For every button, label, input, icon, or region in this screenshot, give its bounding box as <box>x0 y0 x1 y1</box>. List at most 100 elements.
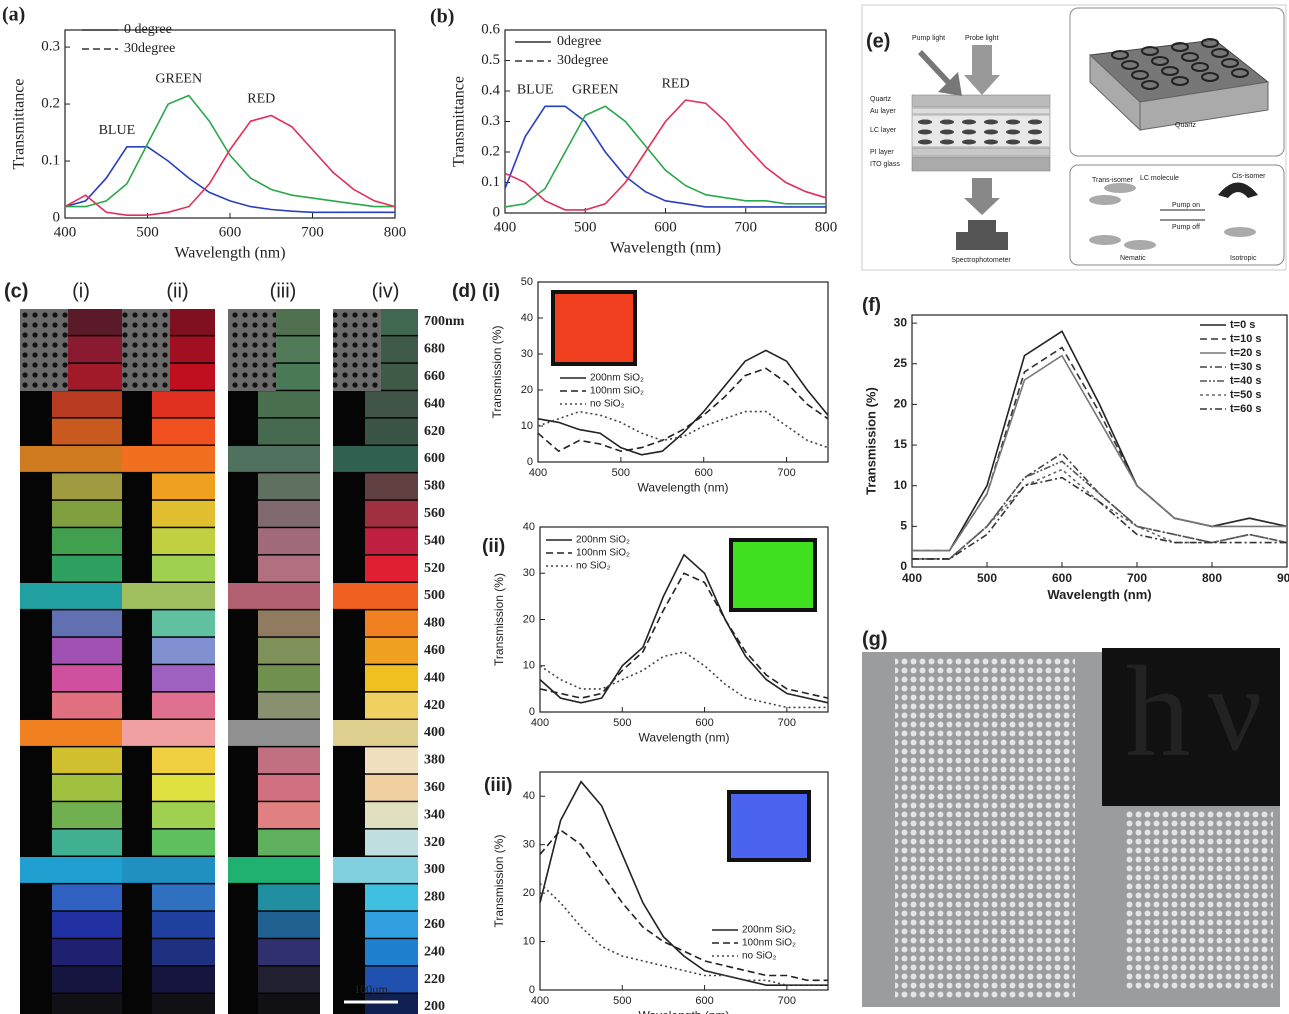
legend-label: t=40 s <box>1230 375 1262 387</box>
nanohole <box>1221 58 1239 68</box>
color-swatch <box>258 555 320 582</box>
lc-molecule <box>1028 139 1042 145</box>
panel-label: (b) <box>430 6 454 28</box>
series-line <box>504 105 826 208</box>
chart-panel: (f) 400 500 600 700 800 900 0 5 10 15 20 25 30 Wavelen… <box>862 295 1289 602</box>
wavelength-label: 700nm <box>424 314 465 329</box>
color-swatch <box>365 802 418 829</box>
chart-panel: (a) 400 500 600 700 800 0 0.1 0.2 0.3 Wavelength (… <box>2 4 406 262</box>
y-tick-label: 0 <box>529 706 535 718</box>
x-tick-label: 400 <box>902 571 922 585</box>
wavelength-label: 220 <box>424 972 445 987</box>
diagram-label: Cis-isomer <box>1232 173 1266 180</box>
x-tick-label: 700 <box>778 995 796 1007</box>
y-tick-label: 0 <box>527 456 533 468</box>
diagram-label: LC layer <box>870 127 897 134</box>
y-tick-label: 5 <box>900 519 907 533</box>
color-swatch <box>365 966 418 993</box>
series-line <box>912 354 1287 552</box>
layer <box>911 114 1051 148</box>
legend-label: 0 degree <box>124 22 172 37</box>
nanohole <box>1151 56 1169 66</box>
series-annotation: BLUE <box>99 123 136 138</box>
legend-label: 30degree <box>557 53 608 68</box>
wavelength-label: 400 <box>424 725 445 740</box>
probe-arrow <box>964 45 1000 95</box>
y-tick-label: 20 <box>523 887 535 899</box>
x-tick-label: 600 <box>654 219 677 235</box>
diagram-label: Trans-isomer <box>1092 177 1134 184</box>
inset-bg <box>1102 648 1280 806</box>
legend-label: t=50 s <box>1230 389 1262 401</box>
lc-molecule <box>940 119 954 125</box>
series-annotation: GREEN <box>155 72 202 87</box>
color-swatch <box>258 500 320 527</box>
y-tick-label: 0.2 <box>41 95 60 111</box>
color-swatch <box>152 555 215 582</box>
wavelength-label: 540 <box>424 533 445 548</box>
nanohole <box>1201 72 1219 82</box>
color-swatch <box>122 857 215 883</box>
lc-molecule <box>918 139 932 145</box>
nanohole <box>1131 70 1149 80</box>
color-swatch <box>365 500 418 527</box>
x-tick-label: 600 <box>695 995 713 1007</box>
x-tick-label: 600 <box>1052 571 1072 585</box>
color-swatch <box>258 747 320 774</box>
color-swatch <box>52 418 122 445</box>
color-swatch <box>52 774 122 801</box>
x-tick-label: 800 <box>815 219 838 235</box>
wavelength-label: 260 <box>424 917 445 932</box>
color-swatch <box>152 939 215 966</box>
wavelength-label: 420 <box>424 698 445 713</box>
lc-molecule <box>1006 129 1020 135</box>
x-tick-label: 500 <box>612 467 630 479</box>
panel-label: (ii) <box>482 536 505 557</box>
y-tick-label: 0 <box>900 559 907 573</box>
color-swatch <box>258 637 320 664</box>
x-tick-label: 400 <box>531 717 549 729</box>
x-tick-label: 600 <box>695 467 713 479</box>
legend-label: 100nm SiO₂ <box>742 938 796 949</box>
color-swatch <box>52 391 122 418</box>
legend-label: 100nm SiO₂ <box>576 548 630 559</box>
wavelength-label: 460 <box>424 643 445 658</box>
diagram-label: Nematic <box>1120 255 1146 262</box>
x-tick-label: 700 <box>301 224 324 240</box>
x-tick-label: 900 <box>1277 571 1289 585</box>
wavelength-label: 440 <box>424 670 445 685</box>
color-swatch <box>52 473 122 500</box>
y-tick-label: 0.1 <box>481 174 500 190</box>
series-annotation: RED <box>247 92 275 107</box>
lc-molecule <box>1006 119 1020 125</box>
color-swatch <box>228 583 320 609</box>
legend-label: 200nm SiO₂ <box>590 373 644 384</box>
x-tick-label: 600 <box>219 224 242 240</box>
molecule <box>1089 235 1121 245</box>
color-swatch <box>122 720 215 746</box>
color-swatch <box>52 555 122 582</box>
color-swatch <box>333 583 418 609</box>
molecule <box>1104 183 1136 193</box>
nanohole <box>1231 68 1249 78</box>
y-tick-label: 0.4 <box>481 82 500 98</box>
x-axis-label: Wavelength (nm) <box>639 731 730 745</box>
color-swatch <box>365 610 418 637</box>
lc-molecule <box>918 129 932 135</box>
color-swatch <box>258 692 320 719</box>
series-line <box>539 651 828 709</box>
color-swatch <box>20 720 122 746</box>
lc-molecule <box>962 119 976 125</box>
nanohole <box>1181 52 1199 62</box>
x-tick-label: 600 <box>695 717 713 729</box>
x-tick-label: 500 <box>977 571 997 585</box>
color-swatch <box>258 802 320 829</box>
x-tick-label: 500 <box>613 717 631 729</box>
color-swatch <box>152 500 215 527</box>
layer <box>911 94 1051 108</box>
lc-molecule <box>984 139 998 145</box>
diagram-label: Pump light <box>912 35 945 42</box>
color-swatch <box>152 829 215 856</box>
chart-panel: (iii) 400 500 600 700 0 10 20 30 40 Wavelength (nm… <box>484 771 829 1014</box>
hole-array <box>1125 810 1273 990</box>
